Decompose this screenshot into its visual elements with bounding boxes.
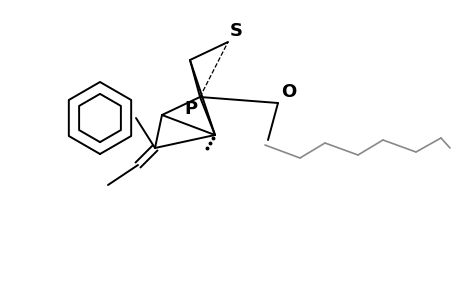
Text: P: P [185, 100, 197, 118]
Text: S: S [230, 22, 242, 40]
Text: O: O [280, 83, 296, 101]
